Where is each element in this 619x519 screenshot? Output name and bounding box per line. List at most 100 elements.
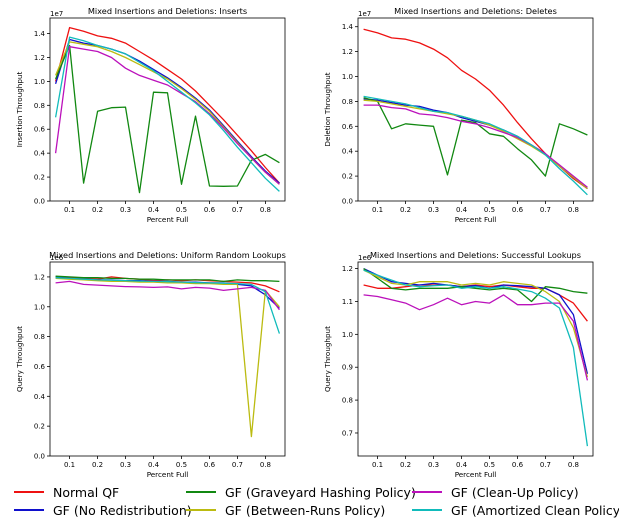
series-line-gf-amortized-clean-policy xyxy=(363,95,588,196)
chart-3: Mixed Insertions and Deletions: Uniform … xyxy=(15,250,286,479)
y-tick-label: 0.8 xyxy=(342,397,353,405)
series-group xyxy=(363,28,588,196)
series-group xyxy=(54,26,280,194)
legend-swatch-gf-cleanup xyxy=(412,491,442,493)
x-tick-label: 0.4 xyxy=(148,206,160,214)
x-tick-label: 0.2 xyxy=(400,206,411,214)
legend-label-gf-between-runs: GF (Between-Runs Policy) xyxy=(225,502,386,518)
y-tick-label: 0.4 xyxy=(34,393,46,401)
axis-offset-label: 1e6 xyxy=(50,254,64,262)
x-tick-label: 0.3 xyxy=(428,461,439,469)
x-tick-label: 0.7 xyxy=(540,206,551,214)
x-tick-label: 0.8 xyxy=(260,206,271,214)
series-line-gf-between-runs-policy xyxy=(55,41,280,185)
series-line-gf-amortized-clean-policy xyxy=(55,277,281,334)
y-tick-label: 1.2 xyxy=(342,265,353,273)
y-tick-label: 0.0 xyxy=(34,198,45,206)
x-tick-label: 0.4 xyxy=(456,461,468,469)
x-tick-label: 0.8 xyxy=(260,461,271,469)
legend-swatch-gf-amortized-clean xyxy=(412,509,442,511)
series-line-gf-graveyard-hashing-policy xyxy=(363,268,588,303)
x-tick-label: 0.1 xyxy=(372,206,383,214)
x-tick-label: 0.5 xyxy=(484,206,495,214)
figure-legend: Normal QF GF (Graveyard Hashing Policy) … xyxy=(0,479,619,519)
x-axis-label: Percent Full xyxy=(147,470,189,479)
x-tick-label: 0.1 xyxy=(64,461,75,469)
plot-frame xyxy=(357,17,594,202)
legend-item-gf-amortized-clean: GF (Amortized Clean Policy) xyxy=(412,501,619,519)
x-tick-label: 0.3 xyxy=(120,206,131,214)
x-tick-label: 0.6 xyxy=(204,461,216,469)
series-line-gf-clean-up-policy xyxy=(54,46,280,185)
x-axis-label: Percent Full xyxy=(147,215,189,224)
x-tick-label: 0.8 xyxy=(568,206,579,214)
series-line-gf-graveyard-hashing-policy xyxy=(363,97,588,177)
series-line-gf-between-runs-policy xyxy=(363,269,589,378)
series-line-gf-between-runs-policy xyxy=(55,277,280,438)
x-tick-label: 0.1 xyxy=(372,461,383,469)
plot-frame xyxy=(357,261,594,457)
x-tick-label: 0.2 xyxy=(92,206,103,214)
x-tick-label: 0.3 xyxy=(120,461,131,469)
series-line-gf-no-redistribution xyxy=(54,38,280,184)
y-tick-label: 1.2 xyxy=(342,48,353,56)
x-tick-label: 0.7 xyxy=(232,461,243,469)
y-tick-label: 0.2 xyxy=(342,173,353,181)
x-tick-label: 0.1 xyxy=(64,206,75,214)
series-group xyxy=(363,268,589,447)
x-tick-label: 0.8 xyxy=(568,461,579,469)
chart-title: Mixed Insertions and Deletions: Inserts xyxy=(88,6,247,16)
y-tick-label: 0.9 xyxy=(342,364,353,372)
legend-label-gf-graveyard: GF (Graveyard Hashing Policy) xyxy=(225,484,416,500)
legend-item-normal-qf: Normal QF xyxy=(14,483,119,501)
legend-swatch-normal-qf xyxy=(14,491,44,493)
series-group xyxy=(55,275,281,438)
x-tick-label: 0.6 xyxy=(204,206,216,214)
x-axis-label: Percent Full xyxy=(455,470,497,479)
plot-frame xyxy=(49,261,286,457)
legend-item-gf-graveyard: GF (Graveyard Hashing Policy) xyxy=(186,483,416,501)
x-tick-label: 0.5 xyxy=(176,206,187,214)
y-tick-label: 0.8 xyxy=(342,98,353,106)
y-tick-label: 1.4 xyxy=(342,23,354,31)
series-line-gf-clean-up-policy xyxy=(363,294,589,381)
x-tick-label: 0.3 xyxy=(428,206,439,214)
series-line-gf-graveyard-hashing-policy xyxy=(55,44,280,194)
chart-1: Mixed Insertions and Deletions: Inserts 1… xyxy=(15,6,286,224)
legend-swatch-gf-graveyard xyxy=(186,491,216,493)
chart-2: Mixed Insertions and Deletions: Deletes 1… xyxy=(323,6,594,224)
y-tick-label: 1.2 xyxy=(34,273,45,281)
y-tick-label: 0.0 xyxy=(34,453,45,461)
y-tick-label: 0.6 xyxy=(34,126,46,134)
axis-offset-label: 1e7 xyxy=(50,10,63,18)
legend-item-gf-no-redistribution: GF (No Redistribution) xyxy=(14,501,192,519)
y-axis-label: Deletion Throughput xyxy=(323,72,332,146)
plot-frame xyxy=(49,17,286,202)
series-line-normal-qf xyxy=(363,28,588,190)
y-tick-label: 1.1 xyxy=(342,298,353,306)
y-tick-label: 0.7 xyxy=(342,429,353,437)
x-tick-label: 0.2 xyxy=(400,461,411,469)
y-axis-label: Query Throughput xyxy=(15,326,24,392)
legend-label-normal-qf: Normal QF xyxy=(53,484,120,500)
axis-offset-label: 1e6 xyxy=(358,254,372,262)
y-tick-label: 1.0 xyxy=(342,73,353,81)
y-tick-label: 1.2 xyxy=(34,54,45,62)
x-tick-label: 0.6 xyxy=(512,206,524,214)
x-tick-label: 0.6 xyxy=(512,461,524,469)
series-line-gf-amortized-clean-policy xyxy=(54,36,280,192)
y-tick-label: 0.4 xyxy=(342,148,354,156)
x-tick-label: 0.7 xyxy=(232,206,243,214)
y-tick-label: 1.0 xyxy=(34,78,45,86)
x-axis-label: Percent Full xyxy=(455,215,497,224)
x-tick-label: 0.4 xyxy=(456,206,468,214)
x-tick-label: 0.4 xyxy=(148,461,160,469)
series-line-gf-amortized-clean-policy xyxy=(363,269,589,447)
series-line-gf-clean-up-policy xyxy=(55,280,280,311)
legend-swatch-gf-between-runs xyxy=(186,509,216,511)
y-tick-label: 0.6 xyxy=(342,123,354,131)
legend-label-gf-cleanup: GF (Clean-Up Policy) xyxy=(451,484,579,500)
x-tick-label: 0.5 xyxy=(484,461,495,469)
y-tick-label: 0.8 xyxy=(34,102,45,110)
